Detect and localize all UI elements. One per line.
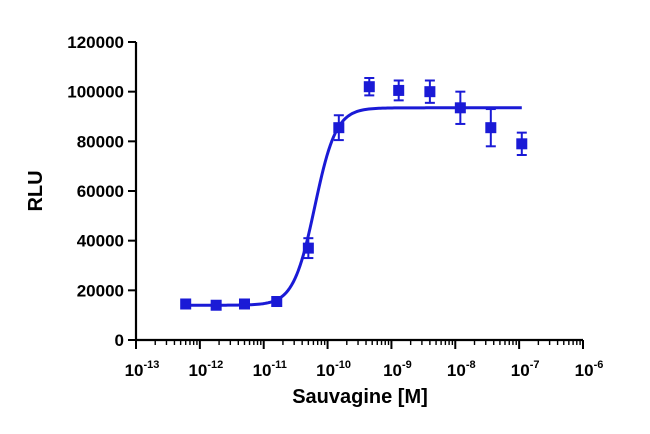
data-point [210,299,222,311]
x-tick-label: 10-9 [383,359,412,380]
y-tick-label: 40000 [77,232,124,251]
data-point-group [393,79,405,102]
x-tick-exponent: -10 [335,359,351,371]
x-tick-base: 10 [575,361,594,380]
x-tick-base: 10 [447,361,466,380]
y-axis-title: RLU [25,170,47,211]
data-point-group [180,298,192,310]
x-tick-label: 10-13 [125,359,160,380]
y-tick-label: 0 [115,331,124,350]
data-point [333,122,345,134]
data-point-group [485,108,497,148]
x-tick-base: 10 [316,361,335,380]
axes [134,42,583,342]
data-point-group [271,296,283,308]
x-tick-exponent: -11 [272,359,287,371]
data-point-group [363,77,375,97]
x-tick-base: 10 [383,361,402,380]
data-point-group [454,90,466,125]
x-tick-label: 10-12 [188,359,223,380]
data-points [180,77,528,311]
x-tick-exponent: -7 [530,359,540,371]
data-point-group [333,114,345,142]
x-tick-base: 10 [253,361,272,380]
x-tick-exponent: -8 [466,359,476,371]
y-tick-label: 120000 [67,33,124,52]
data-point [363,81,375,93]
y-tick-label: 60000 [77,182,124,201]
x-tick-exponent: -6 [594,359,604,371]
data-point-group [424,79,436,104]
x-tick-exponent: -13 [144,359,160,371]
y-tick-label: 100000 [67,83,124,102]
x-tick-base: 10 [188,361,207,380]
x-tick-base: 10 [511,361,530,380]
x-tick-label: 10-8 [447,359,476,380]
y-tick-label: 80000 [77,132,124,151]
data-point [485,122,497,134]
y-ticks: 0 20000 40000 60000 80000 100000 120000 [67,33,136,350]
x-tick-exponent: -9 [402,359,412,371]
data-point-group [238,298,250,310]
data-point [424,86,436,98]
x-axis-title: Sauvagine [M] [292,386,428,408]
data-point-group [302,237,314,260]
data-point [271,296,283,308]
data-point-group [516,131,528,156]
x-tick-label: 10-6 [575,359,604,380]
x-tick-label: 10-11 [253,359,287,380]
data-point [393,84,405,96]
data-point [238,298,250,310]
x-tick-exponent: -12 [207,359,223,371]
x-tick-label: 10-10 [316,359,351,380]
y-tick-label: 20000 [77,281,124,300]
x-tick-label: 10-7 [511,359,540,380]
data-point [302,242,314,254]
data-point [454,102,466,114]
data-point [180,298,192,310]
fit-curve-group [185,106,522,307]
data-point-group [210,299,222,311]
x-ticks: 10-13 10-12 10-11 10-10 10-9 10-8 10-7 10-6 [125,340,604,380]
data-point [516,138,528,150]
x-tick-base: 10 [125,361,144,380]
fit-curve [185,106,522,307]
